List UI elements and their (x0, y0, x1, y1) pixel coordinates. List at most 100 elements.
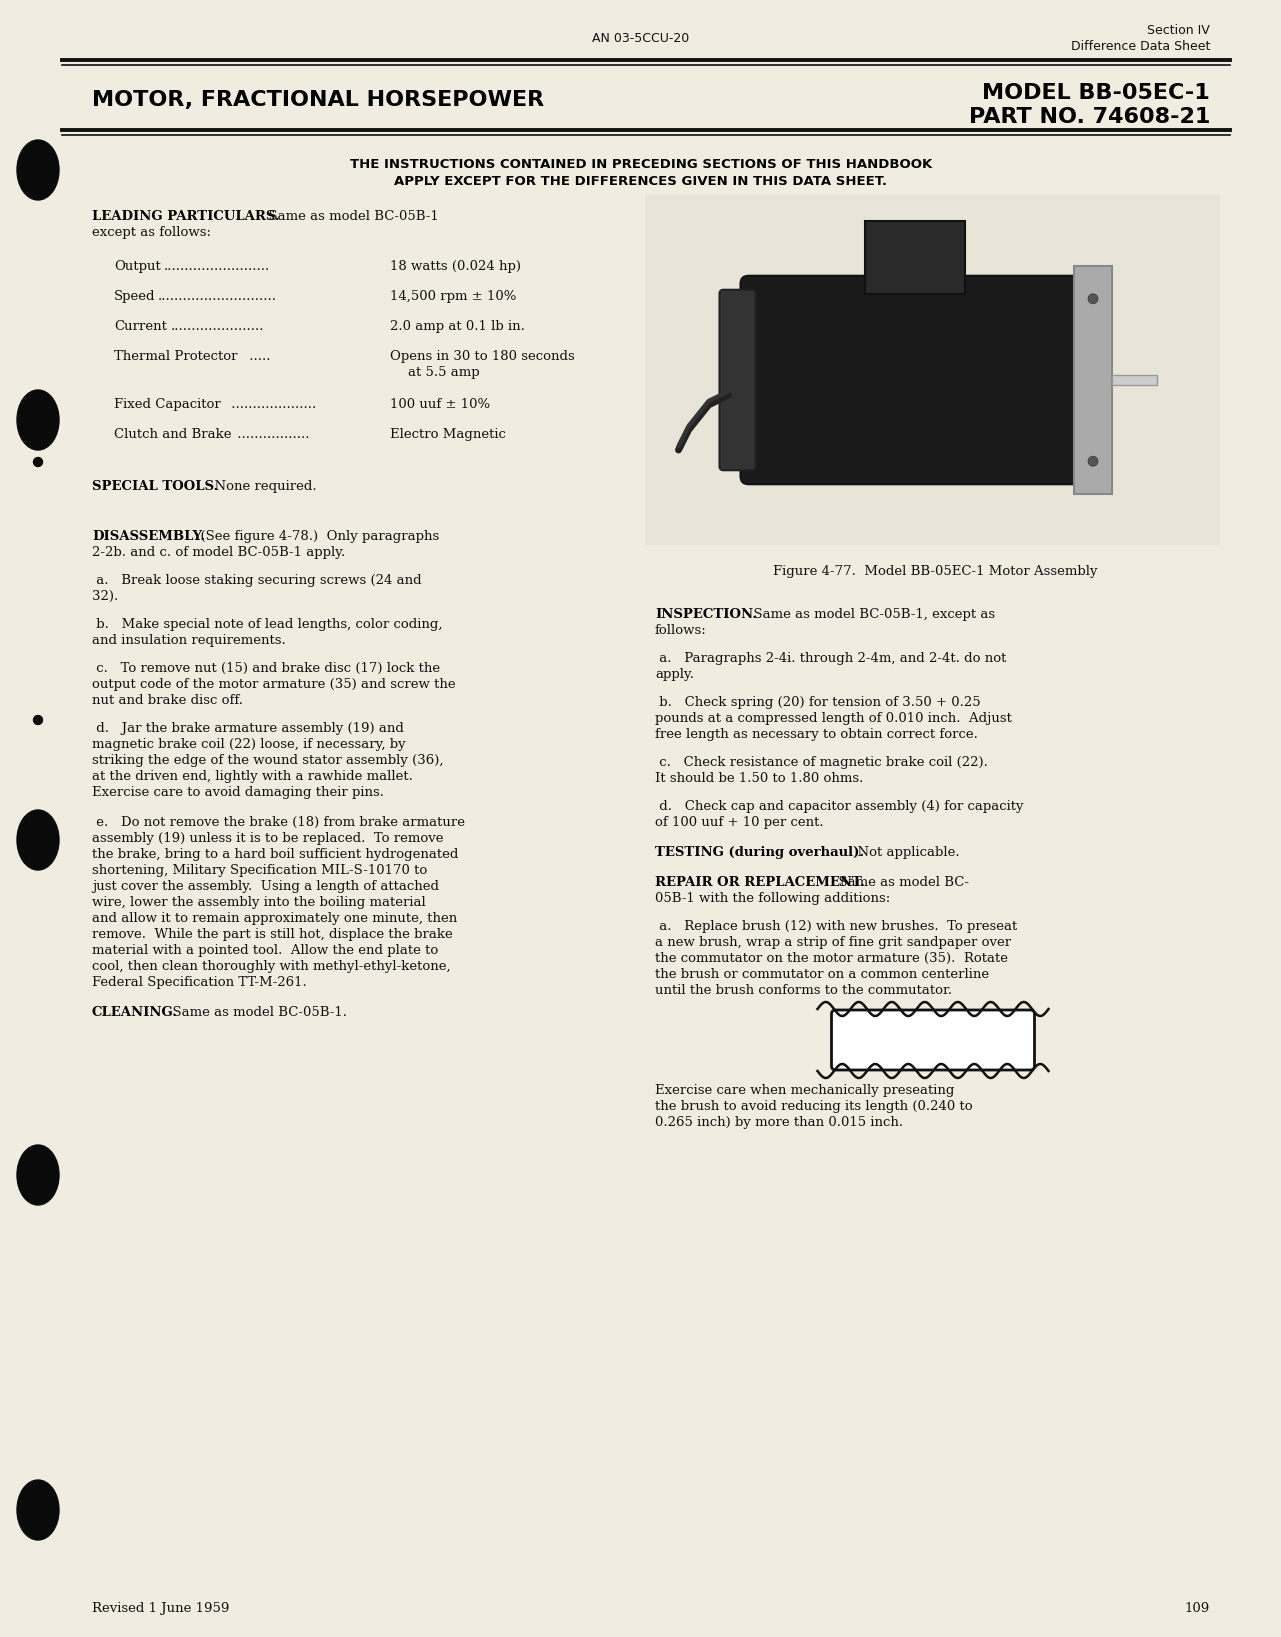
Text: SPECIAL TOOLS.: SPECIAL TOOLS. (92, 480, 218, 493)
Text: of 100 uuf + 10 per cent.: of 100 uuf + 10 per cent. (655, 815, 824, 828)
Text: a.   Replace brush (12) with new brushes.  To preseat: a. Replace brush (12) with new brushes. … (655, 920, 1017, 933)
Text: Difference Data Sheet: Difference Data Sheet (1071, 39, 1211, 52)
Text: 2-2b. and c. of model BC-05B-1 apply.: 2-2b. and c. of model BC-05B-1 apply. (92, 547, 346, 558)
Text: Revised 1 June 1959: Revised 1 June 1959 (92, 1603, 229, 1616)
Text: d.   Jar the brake armature assembly (19) and: d. Jar the brake armature assembly (19) … (92, 722, 404, 735)
Text: Section IV: Section IV (1148, 25, 1211, 38)
FancyBboxPatch shape (740, 275, 1090, 485)
Text: Output: Output (114, 260, 160, 273)
Text: d.   Check cap and capacitor assembly (4) for capacity: d. Check cap and capacitor assembly (4) … (655, 800, 1024, 814)
Text: DISASSEMBLY.: DISASSEMBLY. (92, 530, 205, 543)
Text: c.   Check resistance of magnetic brake coil (22).: c. Check resistance of magnetic brake co… (655, 756, 988, 769)
Text: b.   Check spring (20) for tension of 3.50 + 0.25: b. Check spring (20) for tension of 3.50… (655, 696, 981, 709)
Text: Exercise care to avoid damaging their pins.: Exercise care to avoid damaging their pi… (92, 786, 384, 799)
Ellipse shape (17, 141, 59, 200)
Text: b.   Make special note of lead lengths, color coding,: b. Make special note of lead lengths, co… (92, 619, 442, 630)
Text: magnetic brake coil (22) loose, if necessary, by: magnetic brake coil (22) loose, if neces… (92, 738, 406, 751)
Text: free length as necessary to obtain correct force.: free length as necessary to obtain corre… (655, 728, 977, 742)
Text: (See figure 4-78.)  Only paragraphs: (See figure 4-78.) Only paragraphs (192, 530, 439, 543)
Text: 100 uuf ± 10%: 100 uuf ± 10% (389, 398, 491, 411)
Text: APPLY EXCEPT FOR THE DIFFERENCES GIVEN IN THIS DATA SHEET.: APPLY EXCEPT FOR THE DIFFERENCES GIVEN I… (395, 175, 888, 188)
Ellipse shape (17, 390, 59, 450)
Text: 0.265 inch) by more than 0.015 inch.: 0.265 inch) by more than 0.015 inch. (655, 1116, 903, 1130)
Text: Not applicable.: Not applicable. (849, 846, 959, 859)
Text: Fixed Capacitor: Fixed Capacitor (114, 398, 220, 411)
Text: Opens in 30 to 180 seconds: Opens in 30 to 180 seconds (389, 350, 575, 363)
Text: and allow it to remain approximately one minute, then: and allow it to remain approximately one… (92, 912, 457, 925)
Text: Thermal Protector: Thermal Protector (114, 350, 237, 363)
Text: PART NO. 74608-21: PART NO. 74608-21 (968, 106, 1211, 128)
Ellipse shape (17, 1480, 59, 1540)
Text: at 5.5 amp: at 5.5 amp (409, 367, 479, 380)
Text: LEADING PARTICULARS.: LEADING PARTICULARS. (92, 210, 279, 223)
Text: and insulation requirements.: and insulation requirements. (92, 634, 286, 647)
Text: 2.0 amp at 0.1 lb in.: 2.0 amp at 0.1 lb in. (389, 319, 525, 332)
Text: nut and brake disc off.: nut and brake disc off. (92, 694, 243, 707)
Text: until the brush conforms to the commutator.: until the brush conforms to the commutat… (655, 984, 952, 997)
Text: follows:: follows: (655, 624, 707, 637)
Text: Current: Current (114, 319, 167, 332)
Ellipse shape (33, 715, 42, 725)
Text: ....................: .................... (227, 398, 316, 411)
Text: wire, lower the assembly into the boiling material: wire, lower the assembly into the boilin… (92, 895, 425, 909)
Text: except as follows:: except as follows: (92, 226, 211, 239)
Text: ......................: ...................... (170, 319, 264, 332)
Text: assembly (19) unless it is to be replaced.  To remove: assembly (19) unless it is to be replace… (92, 832, 443, 845)
Text: Same as model BC-: Same as model BC- (830, 876, 968, 889)
Text: Same as model BC-05B-1: Same as model BC-05B-1 (260, 210, 439, 223)
Ellipse shape (1088, 457, 1098, 467)
Text: the brush or commutator on a common centerline: the brush or commutator on a common cent… (655, 967, 989, 981)
Text: apply.: apply. (655, 668, 694, 681)
Bar (865, 221, 966, 293)
Text: AN 03-5CCU-20: AN 03-5CCU-20 (592, 33, 689, 44)
Text: ............................: ............................ (158, 290, 277, 303)
Text: material with a pointed tool.  Allow the end plate to: material with a pointed tool. Allow the … (92, 945, 438, 958)
FancyBboxPatch shape (831, 1010, 1035, 1071)
Text: CAUTION: CAUTION (888, 1026, 979, 1044)
Text: MOTOR, FRACTIONAL HORSEPOWER: MOTOR, FRACTIONAL HORSEPOWER (92, 90, 544, 110)
Ellipse shape (1088, 293, 1098, 304)
Text: striking the edge of the wound stator assembly (36),: striking the edge of the wound stator as… (92, 755, 443, 768)
Text: e.   Do not remove the brake (18) from brake armature: e. Do not remove the brake (18) from bra… (92, 815, 465, 828)
Text: remove.  While the part is still hot, displace the brake: remove. While the part is still hot, dis… (92, 928, 452, 941)
Text: .........................: ......................... (164, 260, 270, 273)
Bar (1073, 265, 1112, 494)
Text: output code of the motor armature (35) and screw the: output code of the motor armature (35) a… (92, 678, 456, 691)
Text: Clutch and Brake: Clutch and Brake (114, 427, 232, 440)
Text: 32).: 32). (92, 589, 118, 602)
Text: the commutator on the motor armature (35).  Rotate: the commutator on the motor armature (35… (655, 953, 1008, 964)
Text: 109: 109 (1185, 1603, 1211, 1616)
Bar (1112, 375, 1157, 385)
Text: MODEL BB-05EC-1: MODEL BB-05EC-1 (983, 83, 1211, 103)
Text: Speed: Speed (114, 290, 155, 303)
Text: Electro Magnetic: Electro Magnetic (389, 427, 506, 440)
Text: pounds at a compressed length of 0.010 inch.  Adjust: pounds at a compressed length of 0.010 i… (655, 712, 1012, 725)
Text: Same as model BC-05B-1, except as: Same as model BC-05B-1, except as (746, 607, 995, 620)
Text: a.   Break loose staking securing screws (24 and: a. Break loose staking securing screws (… (92, 575, 421, 588)
Text: a new brush, wrap a strip of fine grit sandpaper over: a new brush, wrap a strip of fine grit s… (655, 936, 1011, 949)
Text: a.   Paragraphs 2-4i. through 2-4m, and 2-4t. do not: a. Paragraphs 2-4i. through 2-4m, and 2-… (655, 652, 1007, 665)
Text: REPAIR OR REPLACEMENT.: REPAIR OR REPLACEMENT. (655, 876, 865, 889)
Text: 18 watts (0.024 hp): 18 watts (0.024 hp) (389, 260, 521, 273)
Text: cool, then clean thoroughly with methyl-ethyl-ketone,: cool, then clean thoroughly with methyl-… (92, 959, 451, 972)
Text: INSPECTION.: INSPECTION. (655, 607, 757, 620)
Text: the brush to avoid reducing its length (0.240 to: the brush to avoid reducing its length (… (655, 1100, 972, 1113)
Text: It should be 1.50 to 1.80 ohms.: It should be 1.50 to 1.80 ohms. (655, 773, 863, 786)
Text: shortening, Military Specification MIL-S-10170 to: shortening, Military Specification MIL-S… (92, 864, 428, 877)
Text: CLEANING.: CLEANING. (92, 1007, 178, 1018)
Text: at the driven end, lightly with a rawhide mallet.: at the driven end, lightly with a rawhid… (92, 769, 412, 782)
Ellipse shape (33, 457, 42, 467)
Bar (646, 195, 1220, 545)
Text: None required.: None required. (206, 480, 316, 493)
Text: TESTING (during overhaul).: TESTING (during overhaul). (655, 846, 865, 859)
Text: .....: ..... (245, 350, 270, 363)
Ellipse shape (17, 1144, 59, 1205)
Text: 14,500 rpm ± 10%: 14,500 rpm ± 10% (389, 290, 516, 303)
Text: Same as model BC-05B-1.: Same as model BC-05B-1. (164, 1007, 347, 1018)
Text: Federal Specification TT-M-261.: Federal Specification TT-M-261. (92, 976, 306, 989)
Text: THE INSTRUCTIONS CONTAINED IN PRECEDING SECTIONS OF THIS HANDBOOK: THE INSTRUCTIONS CONTAINED IN PRECEDING … (350, 159, 933, 170)
Text: just cover the assembly.  Using a length of attached: just cover the assembly. Using a length … (92, 881, 439, 894)
Ellipse shape (17, 810, 59, 869)
Text: Exercise care when mechanically preseating: Exercise care when mechanically preseati… (655, 1084, 954, 1097)
FancyBboxPatch shape (720, 290, 756, 470)
